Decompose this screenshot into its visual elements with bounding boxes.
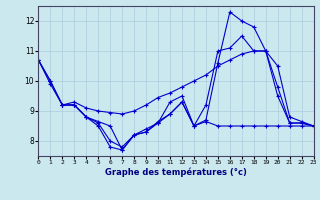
X-axis label: Graphe des températures (°c): Graphe des températures (°c): [105, 168, 247, 177]
